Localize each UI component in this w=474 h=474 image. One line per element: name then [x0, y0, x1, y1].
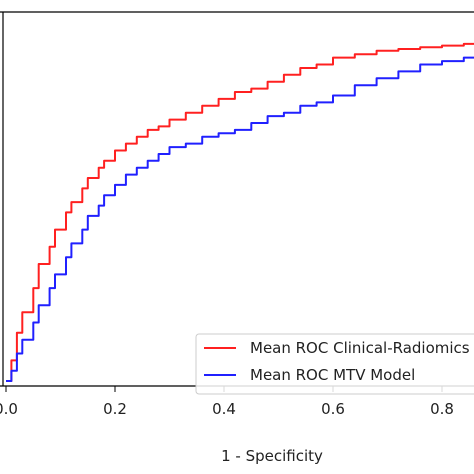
x-tick-label: 0.0	[0, 400, 18, 418]
legend-box	[195, 333, 474, 395]
roc-curve-mtv-model	[6, 56, 474, 382]
legend: Mean ROC Clinical-Radiomics Mean ROC MTV…	[195, 333, 474, 395]
legend-label-clinical-radiomics: Mean ROC Clinical-Radiomics	[250, 339, 470, 357]
legend-label-mtv-model: Mean ROC MTV Model	[250, 366, 415, 384]
x-tick-label: 0.6	[321, 400, 345, 418]
roc-curves	[6, 42, 474, 382]
x-tick-label: 0.8	[430, 400, 454, 418]
x-tick-label: 0.4	[212, 400, 236, 418]
roc-curve-clinical-radiomics	[6, 42, 474, 382]
x-tick-label: 0.2	[103, 400, 127, 418]
x-axis-ticks: 0.0 0.2 0.4 0.6 0.8	[0, 386, 454, 418]
x-axis-title: 1 - Specificity	[221, 447, 323, 465]
